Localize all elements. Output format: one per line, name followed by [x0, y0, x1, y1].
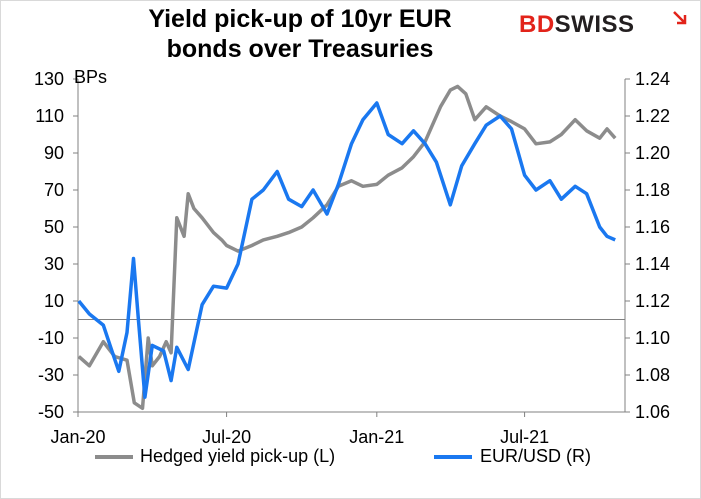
logo-swiss-text: SWISS	[554, 11, 635, 38]
left-tick-label: 30	[44, 254, 64, 274]
legend-label-hedged: Hedged yield pick-up (L)	[140, 446, 336, 466]
left-tick-label: -30	[38, 365, 64, 385]
series-line-hedged-yield	[77, 84, 617, 411]
legend-swatch-eurusd	[434, 455, 472, 459]
left-tick-label: -50	[38, 402, 64, 422]
logo-bd-text: BD	[519, 11, 555, 38]
chart-title-line-1: Yield pick-up of 10yr EUR	[148, 5, 452, 33]
chart-title-line-2: bonds over Treasuries	[166, 35, 434, 63]
legend-label-eurusd: EUR/USD (R)	[480, 446, 591, 466]
right-tick-label: 1.20	[635, 143, 670, 163]
left-tick-label: 10	[44, 291, 64, 311]
right-tick-label: 1.10	[635, 328, 670, 348]
right-tick-label: 1.24	[635, 69, 670, 89]
right-tick-label: 1.08	[635, 365, 670, 385]
right-tick-label: 1.12	[635, 291, 670, 311]
legend-swatch-hedged	[95, 455, 133, 459]
right-tick-label: 1.16	[635, 217, 670, 237]
right-tick-label: 1.22	[635, 106, 670, 126]
right-tick-label: 1.06	[635, 402, 670, 422]
left-tick-label: -10	[38, 328, 64, 348]
chart-title: Yield pick-up of 10yr EUR bonds over Tre…	[90, 4, 510, 64]
left-axis-unit-label: BPs	[74, 67, 107, 87]
left-tick-label: 90	[44, 143, 64, 163]
x-tick-label: Jan-20	[50, 427, 105, 447]
series-line-eurusd	[77, 101, 616, 399]
left-tick-label: 110	[35, 106, 64, 126]
x-tick-label: Jul-20	[202, 427, 251, 447]
left-tick-label: 70	[44, 180, 64, 200]
x-tick-label: Jan-21	[349, 427, 404, 447]
left-tick-label: 50	[44, 217, 64, 237]
left-tick-label: 130	[34, 69, 64, 89]
right-tick-label: 1.18	[635, 180, 670, 200]
bdswiss-logo: BDSWISS	[519, 11, 635, 39]
right-tick-label: 1.14	[635, 254, 670, 274]
logo-arrow-icon	[673, 11, 687, 25]
x-tick-label: Jul-21	[500, 427, 549, 447]
